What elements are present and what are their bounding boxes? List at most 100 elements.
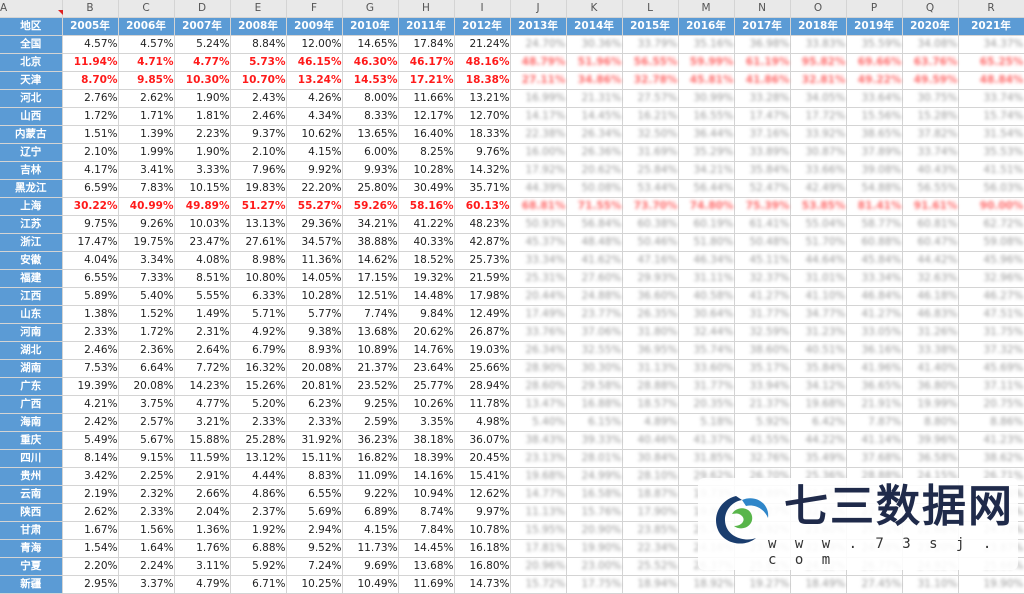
value-cell[interactable]: 58.16% (398, 197, 455, 216)
value-cell[interactable]: 14.48% (398, 287, 455, 306)
value-cell[interactable]: 10.62% (286, 125, 343, 144)
value-cell[interactable]: 33.94% (734, 377, 791, 396)
value-cell[interactable]: 18.33% (454, 125, 511, 144)
value-cell[interactable]: 27.57% (622, 89, 679, 108)
value-cell[interactable]: 35.17% (734, 359, 791, 378)
value-cell[interactable]: 29.36% (286, 215, 343, 234)
region-cell[interactable]: 黑龙江 (0, 179, 63, 198)
value-cell[interactable]: 32.59% (734, 323, 791, 342)
value-cell[interactable]: 38.62% (958, 449, 1024, 468)
value-cell[interactable]: 37.32% (958, 341, 1024, 360)
value-cell[interactable]: 33.66% (790, 161, 847, 180)
value-cell[interactable]: 9.52% (286, 539, 343, 558)
value-cell[interactable]: 17.47% (734, 107, 791, 126)
value-cell[interactable]: 14.76% (398, 341, 455, 360)
value-cell[interactable]: 9.85% (118, 71, 175, 90)
value-cell[interactable]: 13.65% (342, 125, 399, 144)
value-cell[interactable]: 2.91% (174, 467, 231, 486)
value-cell[interactable]: 49.22% (846, 71, 903, 90)
value-cell[interactable]: 5.92% (734, 413, 791, 432)
value-cell[interactable]: 30.87% (790, 143, 847, 162)
value-cell[interactable]: 26.36% (566, 143, 623, 162)
value-cell[interactable]: 5.89% (62, 287, 119, 306)
value-cell[interactable]: 30.84% (622, 449, 679, 468)
value-cell[interactable]: 41.55% (734, 431, 791, 450)
value-cell[interactable]: 56.55% (622, 53, 679, 72)
value-cell[interactable]: 11.09% (342, 467, 399, 486)
value-cell[interactable]: 13.47% (510, 395, 567, 414)
value-cell[interactable]: 25.77% (398, 377, 455, 396)
value-cell[interactable]: 17.98% (454, 287, 511, 306)
value-cell[interactable]: 31.23% (790, 323, 847, 342)
value-cell[interactable]: 1.72% (118, 323, 175, 342)
value-cell[interactable]: 8.98% (230, 251, 287, 270)
value-cell[interactable]: 45.84% (846, 251, 903, 270)
value-cell[interactable]: 38.60% (734, 341, 791, 360)
value-cell[interactable]: 33.34% (846, 269, 903, 288)
value-cell[interactable]: 32.81% (790, 71, 847, 90)
value-cell[interactable]: 5.71% (230, 305, 287, 324)
value-cell[interactable]: 2.25% (118, 467, 175, 486)
value-cell[interactable]: 26.87% (454, 323, 511, 342)
value-cell[interactable]: 21.37% (342, 359, 399, 378)
region-cell[interactable]: 辽宁 (0, 143, 63, 162)
value-cell[interactable]: 8.93% (286, 341, 343, 360)
region-cell[interactable]: 宁夏 (0, 557, 63, 576)
value-cell[interactable]: 2.10% (230, 143, 287, 162)
value-cell[interactable]: 5.49% (62, 431, 119, 450)
value-cell[interactable]: 33.83% (790, 35, 847, 54)
value-cell[interactable]: 21.59% (454, 269, 511, 288)
value-cell[interactable]: 32.63% (902, 269, 959, 288)
value-cell[interactable]: 7.24% (286, 557, 343, 576)
value-cell[interactable]: 56.44% (678, 179, 735, 198)
value-cell[interactable]: 54.88% (846, 179, 903, 198)
value-cell[interactable]: 10.94% (398, 485, 455, 504)
value-cell[interactable]: 10.49% (342, 575, 399, 594)
value-cell[interactable]: 2.64% (174, 341, 231, 360)
value-cell[interactable]: 2.94% (286, 521, 343, 540)
value-cell[interactable]: 30.36% (566, 35, 623, 54)
value-cell[interactable]: 1.54% (62, 539, 119, 558)
value-cell[interactable]: 58.77% (846, 215, 903, 234)
value-cell[interactable]: 1.64% (118, 539, 175, 558)
value-cell[interactable]: 36.16% (846, 341, 903, 360)
value-cell[interactable]: 47.51% (958, 305, 1024, 324)
value-cell[interactable]: 10.80% (230, 269, 287, 288)
column-letter-H[interactable]: H (398, 0, 455, 18)
value-cell[interactable]: 74.80% (678, 197, 735, 216)
column-letter-A[interactable]: A (0, 0, 63, 18)
column-letter-K[interactable]: K (566, 0, 623, 18)
value-cell[interactable]: 28.88% (622, 377, 679, 396)
value-cell[interactable]: 56.03% (958, 179, 1024, 198)
column-letter-P[interactable]: P (846, 0, 903, 18)
column-letter-D[interactable]: D (174, 0, 231, 18)
column-letter-J[interactable]: J (510, 0, 567, 18)
value-cell[interactable]: 2.19% (62, 485, 119, 504)
region-cell[interactable]: 广东 (0, 377, 63, 396)
column-letter-I[interactable]: I (454, 0, 511, 18)
value-cell[interactable]: 18.57% (622, 395, 679, 414)
value-cell[interactable]: 20.08% (286, 359, 343, 378)
value-cell[interactable]: 40.43% (902, 161, 959, 180)
value-cell[interactable]: 8.74% (398, 503, 455, 522)
value-cell[interactable]: 30.22% (62, 197, 119, 216)
value-cell[interactable]: 30.75% (902, 89, 959, 108)
value-cell[interactable]: 19.90% (958, 575, 1024, 594)
value-cell[interactable]: 5.40% (510, 413, 567, 432)
value-cell[interactable]: 10.25% (286, 575, 343, 594)
value-cell[interactable]: 6.64% (118, 359, 175, 378)
value-cell[interactable]: 25.31% (510, 269, 567, 288)
value-cell[interactable]: 12.62% (454, 485, 511, 504)
value-cell[interactable]: 8.33% (342, 107, 399, 126)
value-cell[interactable]: 10.28% (286, 287, 343, 306)
value-cell[interactable]: 4.44% (230, 467, 287, 486)
value-cell[interactable]: 16.00% (510, 143, 567, 162)
value-cell[interactable]: 48.84% (958, 71, 1024, 90)
value-cell[interactable]: 12.00% (286, 35, 343, 54)
value-cell[interactable]: 46.34% (678, 251, 735, 270)
value-cell[interactable]: 15.76% (566, 503, 623, 522)
region-cell[interactable]: 贵州 (0, 467, 63, 486)
value-cell[interactable]: 11.73% (342, 539, 399, 558)
value-cell[interactable]: 32.37% (734, 269, 791, 288)
value-cell[interactable]: 1.90% (174, 143, 231, 162)
